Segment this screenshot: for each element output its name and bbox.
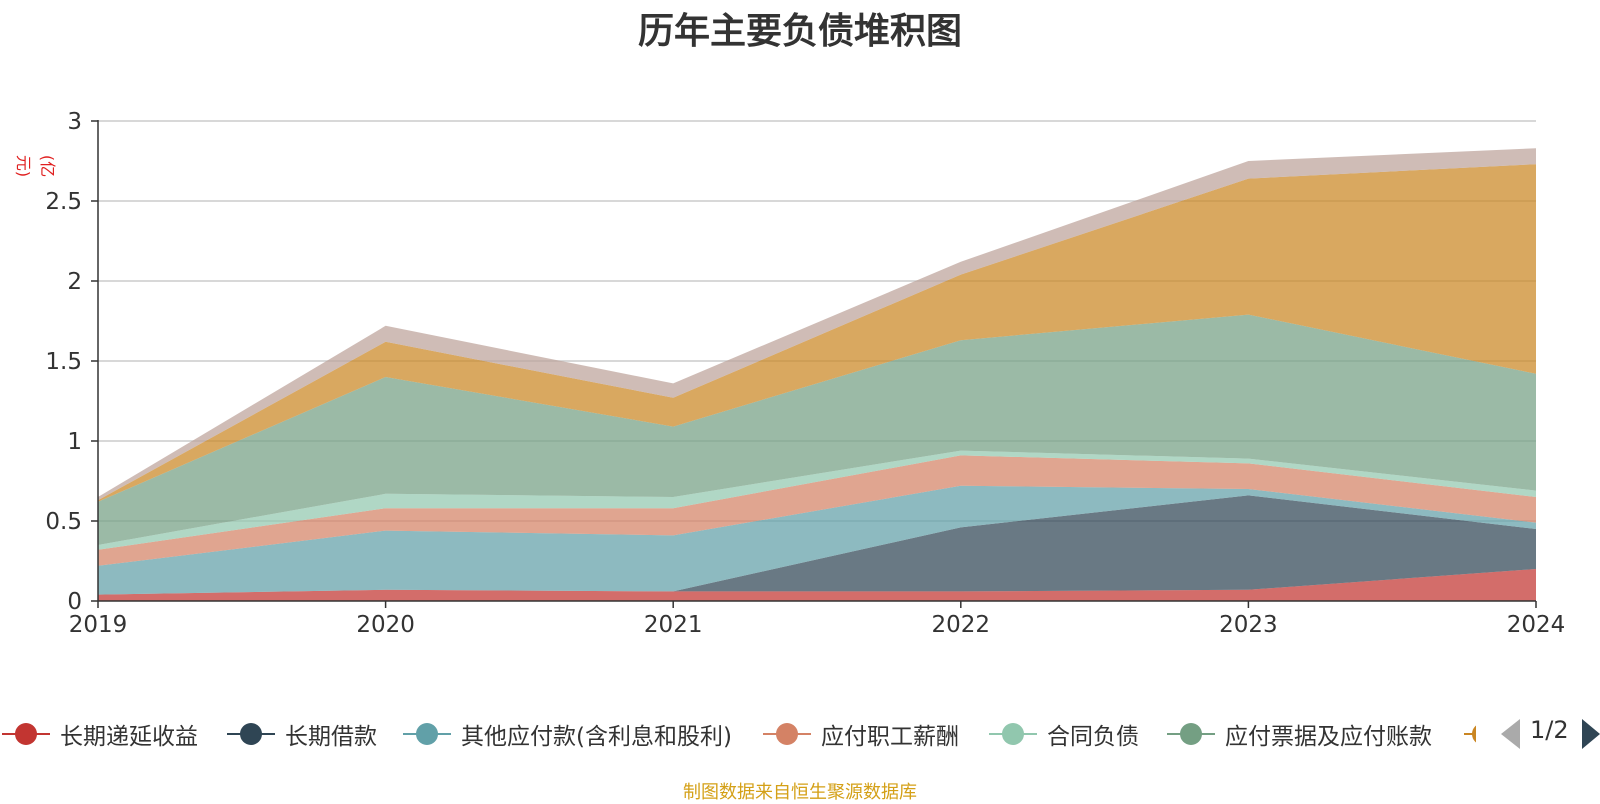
legend-item-4[interactable]: 合同负债 [989, 712, 1139, 756]
area-series-1[interactable] [98, 495, 1536, 595]
area-series-6[interactable] [98, 164, 1536, 502]
legend-item-2[interactable]: 其他应付款(含利息和股利) [403, 712, 732, 756]
legend-next-page-icon[interactable] [1582, 719, 1600, 749]
legend-marker-icon [227, 722, 275, 746]
x-tick-label: 2023 [1219, 612, 1278, 638]
x-tick-label: 2020 [356, 612, 415, 638]
y-tick-label: 2 [67, 269, 82, 295]
y-tick-label: 2.5 [45, 189, 82, 215]
legend-item-1[interactable]: 长期借款 [227, 712, 377, 756]
x-tick-label: 2022 [932, 612, 991, 638]
y-axis-unit-label: (亿元) [14, 154, 57, 178]
area-series-group [98, 148, 1536, 601]
chart-title: 历年主要负债堆积图 [637, 11, 962, 52]
area-series-4[interactable] [98, 450, 1536, 550]
axes: 0 0.5 1 1.5 2 2.5 3 2019 2020 2021 2022 2023 2024 [45, 109, 1565, 638]
area-series-5[interactable] [98, 314, 1536, 545]
legend-marker-icon [763, 722, 811, 746]
legend-item-5[interactable]: 应付票据及应付账款 [1167, 712, 1432, 756]
legend-page-indicator: 1/2 [1530, 716, 1569, 744]
legend: 长期递延收益 长期借款 其他应付款(含利息和股利) 应付职工薪酬 合同负债 应付票据及应付… [0, 712, 1600, 756]
y-tick-label: 0 [67, 589, 82, 615]
legend-item-3[interactable]: 应付职工薪酬 [763, 712, 959, 756]
y-tick-label: 3 [67, 109, 82, 135]
y-tick-label: 1 [67, 429, 82, 455]
legend-item-0[interactable]: 长期递延收益 [2, 712, 198, 756]
area-series-7[interactable] [98, 148, 1536, 501]
y-tick-label: 1.5 [45, 349, 82, 375]
x-tick-label: 2021 [644, 612, 703, 638]
legend-label: 合同负债 [1047, 724, 1139, 750]
area-series-3[interactable] [98, 455, 1536, 566]
legend-label: 应付票据及应付账款 [1225, 724, 1432, 750]
legend-marker-icon [2, 722, 50, 746]
legend-label: 长期递延收益 [60, 724, 198, 750]
area-series-2[interactable] [98, 485, 1536, 595]
x-tick-label: 2024 [1507, 612, 1566, 638]
legend-label: 长期借款 [285, 724, 377, 750]
legend-prev-page-icon[interactable] [1501, 719, 1520, 749]
legend-label: 其他应付款(含利息和股利) [461, 724, 732, 750]
y-tick-label: 0.5 [45, 509, 82, 535]
legend-marker-icon [1167, 722, 1215, 746]
source-note: 制图数据来自恒生聚源数据库 [683, 782, 917, 803]
legend-label: 应付职工薪酬 [821, 724, 959, 750]
x-tick-label: 2019 [69, 612, 128, 638]
legend-marker-icon [989, 722, 1037, 746]
legend-marker-icon [403, 722, 451, 746]
area-series-0[interactable] [98, 569, 1536, 601]
legend-item-partial[interactable] [1464, 712, 1476, 756]
